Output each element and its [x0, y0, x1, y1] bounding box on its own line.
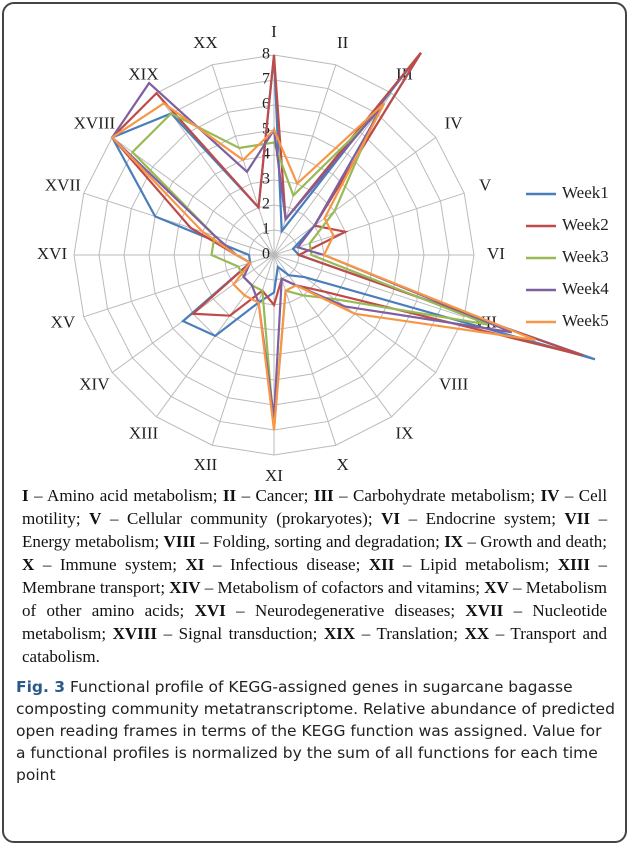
- key-code: IV: [540, 486, 560, 505]
- key-desc: – Infectious disease;: [212, 555, 361, 574]
- key-code: XIX: [323, 624, 356, 643]
- spoke: [273, 137, 437, 256]
- key-desc: – Metabolism of cofactors and vitamins;: [204, 578, 480, 597]
- axis-label: XIII: [129, 424, 159, 443]
- key-desc: – Membrane transport;: [22, 555, 608, 597]
- key-text: I – Amino acid metabolism; II – Cancer; …: [22, 484, 607, 668]
- key-desc: – Growth and death;: [467, 532, 608, 551]
- key-desc: – Cell motility;: [22, 486, 608, 528]
- legend-label: Week1: [562, 183, 609, 202]
- key-code: III: [313, 486, 334, 505]
- axis-label: XX: [193, 33, 218, 52]
- spoke: [273, 192, 465, 256]
- r-tick-label: 0: [262, 246, 270, 263]
- key-code: XV: [484, 578, 509, 597]
- caption-text: Functional profile of KEGG-assigned gene…: [16, 678, 615, 784]
- r-tick-label: 4: [262, 146, 270, 163]
- key-desc: – Lipid metabolism;: [402, 555, 550, 574]
- axis-label: XV: [51, 313, 76, 332]
- axis-label: IX: [396, 424, 414, 443]
- series-line: [110, 101, 536, 431]
- caption-label: Fig. 3: [16, 678, 66, 696]
- key-desc: – Immune system;: [42, 555, 177, 574]
- key-code: XI: [185, 555, 205, 574]
- key-code: I: [22, 486, 29, 505]
- spoke: [273, 254, 337, 446]
- r-tick-label: 7: [262, 71, 270, 88]
- axis-label: V: [479, 175, 492, 194]
- key-code: IX: [444, 532, 464, 551]
- key-code: VII: [564, 509, 591, 528]
- axis-label: XVII: [45, 175, 81, 194]
- axis-label: X: [336, 455, 348, 474]
- axis-label: VI: [487, 244, 505, 263]
- spoke: [273, 254, 465, 318]
- spoke: [211, 254, 275, 446]
- key-desc: – Neurodegenerative diseases;: [236, 601, 456, 620]
- key-desc: – Carbohydrate metabolism;: [339, 486, 536, 505]
- spoke: [83, 192, 275, 256]
- key-desc: – Cancer;: [241, 486, 309, 505]
- key-code: V: [89, 509, 102, 528]
- key-desc: – Cellular community (prokaryotes);: [109, 509, 373, 528]
- axis-label: XVI: [37, 244, 68, 263]
- legend-label: Week3: [562, 247, 609, 266]
- axis-label: XII: [194, 455, 218, 474]
- legend-label: Week2: [562, 215, 609, 234]
- key-code: X: [22, 555, 35, 574]
- chart: IIIIIIIVVVIVIIVIIIIXXXIXIIXIIIXIVXVXVIXV…: [37, 22, 609, 482]
- key-desc: – Translation;: [361, 624, 458, 643]
- axis-label: VIII: [439, 374, 469, 393]
- axis-label: IV: [445, 113, 464, 132]
- key-code: XVIII: [112, 624, 158, 643]
- key-desc: – Metabolism of other amino acids;: [22, 578, 607, 620]
- key-desc: – Folding, sorting and degradation;: [200, 532, 440, 551]
- key-code: II: [222, 486, 237, 505]
- spoke: [273, 64, 337, 256]
- legend-label: Week5: [562, 311, 609, 330]
- key-code: VIII: [163, 532, 196, 551]
- key-desc: – Amino acid metabolism;: [34, 486, 218, 505]
- axis-label: I: [271, 22, 277, 41]
- key-code: XIII: [557, 555, 590, 574]
- key-desc: – Endocrine system;: [408, 509, 556, 528]
- r-tick-label: 8: [262, 46, 270, 63]
- spoke: [111, 137, 275, 256]
- key-code: XIV: [169, 578, 201, 597]
- series-line: [110, 81, 513, 418]
- caption: Fig. 3 Functional profile of KEGG-assign…: [16, 676, 615, 786]
- spoke: [273, 254, 392, 418]
- axis-label: II: [337, 33, 349, 52]
- axis-label: XVIII: [74, 113, 116, 132]
- series-line: [110, 52, 584, 357]
- key-code: XII: [368, 555, 395, 574]
- key-code: XVII: [465, 601, 504, 620]
- key-code: XX: [464, 624, 490, 643]
- r-tick-label: 2: [262, 196, 270, 213]
- r-tick-label: 3: [262, 171, 270, 188]
- key-code: VI: [381, 509, 401, 528]
- r-tick-label: 6: [262, 96, 270, 113]
- key-desc: – Nucleotide metabolism;: [22, 601, 607, 643]
- key-desc: – Signal transduction;: [163, 624, 318, 643]
- r-tick-label: 1: [262, 221, 270, 238]
- axis-label: XIV: [79, 374, 110, 393]
- key-desc: – Transport and catabolism.: [22, 624, 608, 666]
- axis-label: XI: [265, 466, 283, 482]
- series-line: [130, 112, 489, 431]
- legend-label: Week4: [562, 279, 609, 298]
- key-code: XVI: [194, 601, 226, 620]
- axis-label: XIX: [128, 64, 158, 83]
- spoke: [83, 254, 275, 318]
- key-desc: – Energy metabolism;: [22, 509, 608, 551]
- spoke: [273, 92, 392, 256]
